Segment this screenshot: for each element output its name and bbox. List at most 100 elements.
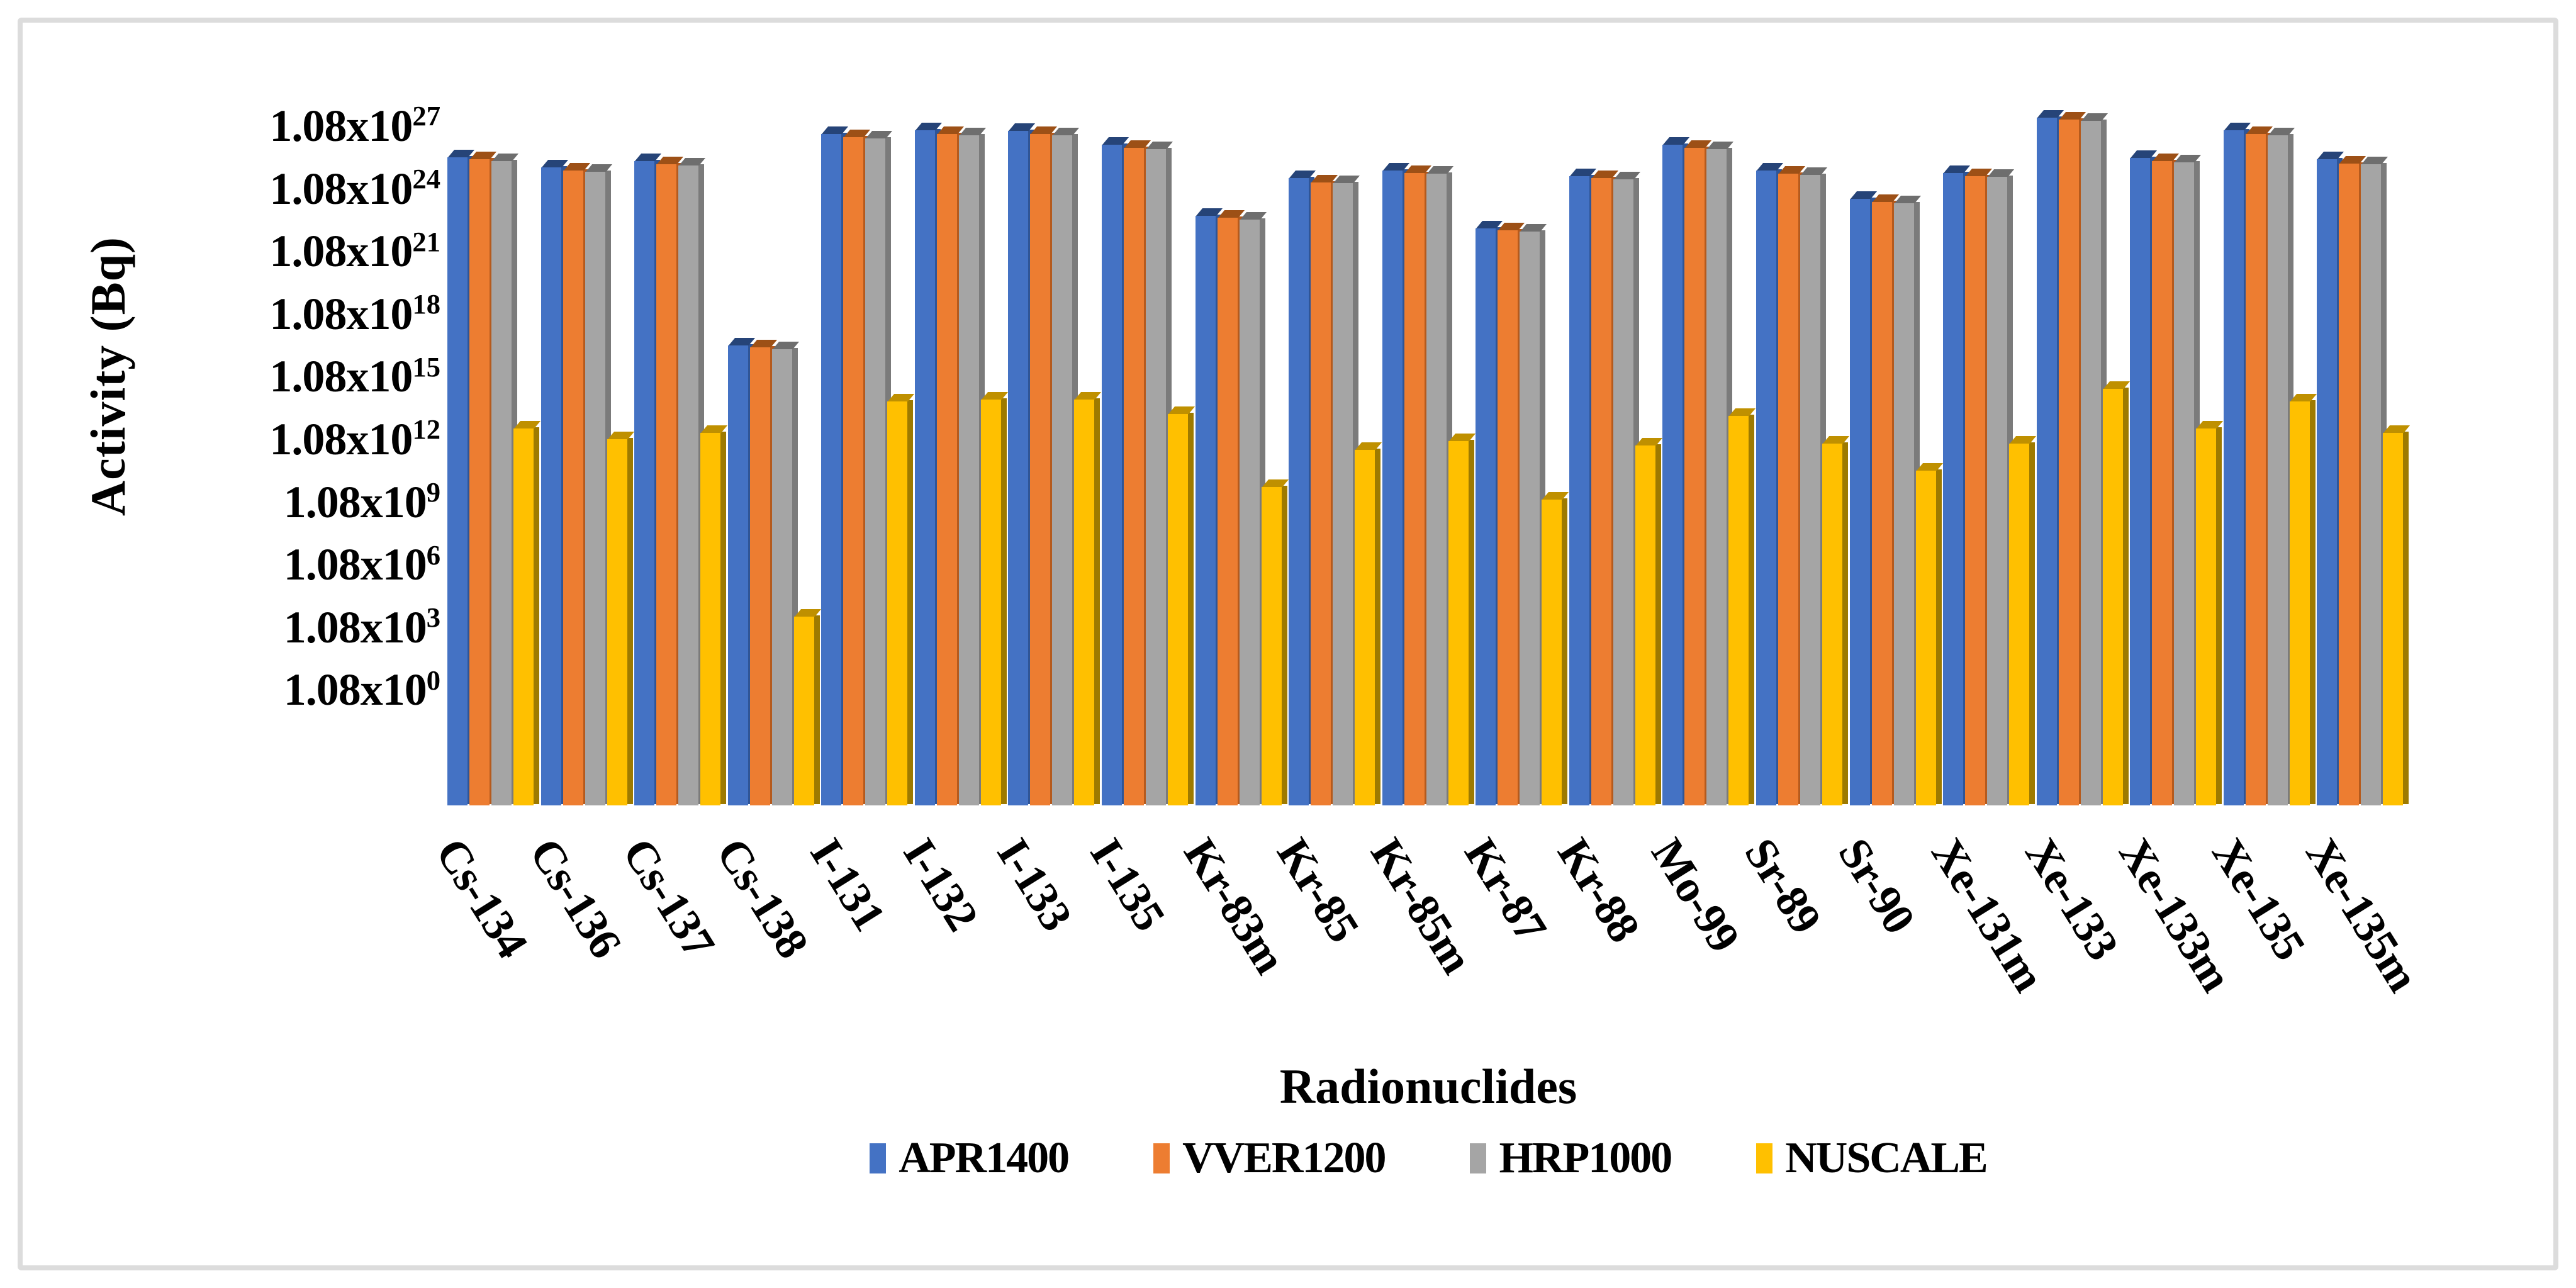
bar-face: [2317, 159, 2338, 805]
bar-side-shade: [2403, 432, 2409, 804]
bar-face: [1893, 203, 1914, 805]
bar-face: [1756, 171, 1776, 805]
bar-nuscale-kr-83m: [1261, 479, 1289, 805]
bar-face: [700, 433, 721, 805]
legend-swatch-icon: [1756, 1143, 1773, 1173]
bar-face: [771, 349, 792, 805]
bar-hrp1000-sr-89: [1800, 167, 1828, 805]
bar-apr1400-xe-135m: [2317, 152, 2344, 805]
bar-vver1200-kr-83m: [1217, 210, 1245, 805]
bar-vver1200-i-131: [843, 130, 871, 805]
bar-nuscale-i-133: [1074, 391, 1102, 805]
bar-hrp1000-xe-135m: [2361, 157, 2388, 805]
bar-face: [2223, 130, 2244, 805]
bar-nuscale-xe-131m: [2009, 435, 2037, 805]
bar-hrp1000-cs-136: [585, 164, 612, 805]
bar-face: [447, 157, 468, 805]
bar-face: [656, 164, 677, 805]
bar-face: [2245, 134, 2266, 805]
bar-face: [1102, 144, 1122, 805]
y-tick-label: 1.08x1015: [269, 350, 440, 402]
x-tick-label-i-131: I-131: [800, 829, 895, 939]
bar-face: [914, 130, 935, 805]
bar-nuscale-i-135: [1168, 406, 1196, 805]
bar-face: [1239, 220, 1260, 805]
bar-face: [1778, 174, 1798, 805]
bar-hrp1000-xe-133: [2080, 113, 2108, 805]
bar-face: [513, 428, 534, 805]
bar-face: [1662, 144, 1683, 805]
bar-nuscale-xe-133: [2102, 381, 2130, 805]
bar-face: [749, 347, 770, 805]
bar-apr1400-kr-85: [1289, 171, 1316, 805]
bar-face: [793, 617, 814, 805]
bar-face: [1146, 148, 1166, 805]
bar-side-shade: [1094, 398, 1100, 804]
bar-apr1400-cs-137: [634, 154, 662, 805]
bar-face: [2174, 162, 2195, 805]
x-tick-label-sr-89: Sr-89: [1735, 829, 1832, 942]
bar-side-shade: [534, 427, 539, 804]
bar-nuscale-kr-87: [1542, 492, 1569, 805]
bar-face: [2130, 158, 2151, 805]
bar-hrp1000-kr-87: [1520, 223, 1547, 805]
bar-hrp1000-kr-88: [1613, 171, 1640, 805]
bar-nuscale-sr-90: [1915, 462, 1943, 805]
y-tick-label: 1.08x1021: [269, 225, 440, 277]
bar-apr1400-cs-134: [447, 149, 475, 805]
bar-face: [1217, 218, 1238, 805]
legend-label: APR1400: [899, 1134, 1070, 1182]
bar-apr1400-i-132: [914, 122, 942, 805]
bar-vver1200-xe-135m: [2339, 155, 2366, 805]
bar-hrp1000-mo-99: [1706, 141, 1734, 805]
bar-side-shade: [1655, 444, 1661, 804]
legend-item-hrp1000: HRP1000: [1470, 1136, 1672, 1180]
bar-face: [865, 138, 886, 805]
bar-apr1400-mo-99: [1662, 137, 1690, 805]
bar-nuscale-kr-85m: [1448, 434, 1476, 805]
bar-face: [1542, 500, 1562, 805]
bar-face: [540, 167, 561, 805]
bar-apr1400-cs-136: [540, 160, 568, 805]
legend-item-vver1200: VVER1200: [1153, 1136, 1386, 1180]
bar-vver1200-xe-133m: [2152, 154, 2180, 805]
bar-apr1400-kr-87: [1476, 220, 1503, 805]
bar-vver1200-kr-85: [1311, 174, 1338, 805]
x-tick-label-xe-135m: Xe-135m: [2296, 829, 2429, 1000]
legend-item-nuscale: NUSCALE: [1756, 1134, 1988, 1182]
bar-hrp1000-cs-138: [771, 342, 799, 805]
bar-vver1200-i-135: [1124, 140, 1151, 805]
x-tick-label-xe-135: Xe-135: [2202, 829, 2316, 968]
bar-apr1400-xe-133: [2036, 109, 2064, 805]
bar-apr1400-kr-88: [1569, 168, 1596, 805]
bar-side-shade: [1468, 440, 1474, 804]
bar-hrp1000-i-135: [1146, 141, 1173, 805]
bar-nuscale-cs-137: [700, 425, 728, 805]
legend-label: NUSCALE: [1785, 1134, 1988, 1182]
x-tick-label-i-133: I-133: [987, 829, 1082, 939]
bar-vver1200-kr-85m: [1404, 165, 1431, 805]
bar-side-shade: [2029, 442, 2036, 804]
bar-face: [469, 159, 490, 805]
bar-nuscale-kr-85: [1355, 442, 1382, 805]
bar-face: [1965, 176, 1986, 805]
bar-vver1200-i-133: [1030, 126, 1058, 805]
bar-face: [2196, 428, 2217, 805]
bar-face: [1943, 172, 1964, 805]
bar-face: [1728, 416, 1749, 805]
bar-side-shade: [907, 400, 914, 804]
bar-vver1200-xe-131m: [1965, 168, 1993, 805]
bar-side-shade: [2122, 388, 2129, 804]
bar-nuscale-xe-135m: [2383, 425, 2411, 805]
bar-apr1400-cs-138: [727, 337, 755, 805]
x-tick-label-kr-85: Kr-85: [1267, 829, 1369, 951]
bar-face: [1613, 179, 1633, 805]
bar-vver1200-kr-88: [1591, 171, 1618, 805]
bar-hrp1000-xe-131m: [1987, 169, 2015, 805]
x-tick-label-cs-134: Cs-134: [426, 829, 538, 966]
bar-face: [1706, 148, 1727, 805]
bar-vver1200-mo-99: [1684, 140, 1712, 805]
y-tick-label: 1.08x1027: [269, 100, 440, 151]
bar-apr1400-xe-135: [2223, 122, 2251, 805]
bar-face: [821, 134, 842, 805]
